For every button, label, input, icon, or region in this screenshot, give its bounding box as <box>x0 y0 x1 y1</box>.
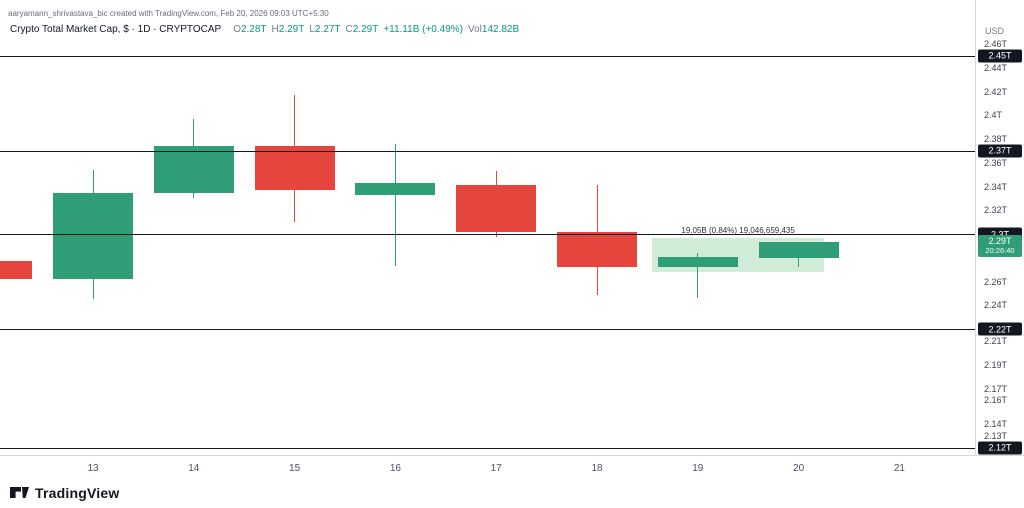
price-tick-label: 2.34T <box>984 181 1008 192</box>
price-tick-label: 2.46T <box>984 39 1008 50</box>
high-label: H <box>271 24 279 35</box>
candle-13[interactable] <box>53 192 133 280</box>
price-tick-label: 2.36T <box>984 157 1008 168</box>
price-tick-label: 2.42T <box>984 86 1008 97</box>
price-tick-label: 2.24T <box>984 300 1008 311</box>
tradingview-logo-text: TradingView <box>35 484 120 501</box>
horizontal-price-line[interactable] <box>0 150 975 152</box>
last-price-badge: 2.29T 20:26:40 <box>978 235 1022 257</box>
measurement-label: 19.05B (0.84%) 19,046,659,435 <box>681 225 795 235</box>
price-tick-label: 2.13T <box>984 431 1008 442</box>
candle-17[interactable] <box>456 185 537 232</box>
price-tick-label: 2.26T <box>984 276 1008 287</box>
price-line-badge: 2.37T <box>978 144 1022 158</box>
bar-close-countdown: 20:26:40 <box>985 246 1015 255</box>
watermark: aaryamann_shrivastava_bic created with T… <box>8 9 329 18</box>
price-tick-label: 2.38T <box>984 134 1008 145</box>
price-tick-label: 2.17T <box>984 383 1008 394</box>
close-label: C <box>345 24 353 35</box>
open-value: 2.28T <box>240 24 267 35</box>
candle-wick-19 <box>697 253 699 299</box>
time-label-15: 15 <box>289 463 301 474</box>
open-label: O <box>233 24 241 35</box>
price-tick-label: 2.19T <box>984 359 1008 370</box>
price-line-badge: 2.12T <box>978 441 1022 455</box>
horizontal-price-line[interactable] <box>0 234 975 236</box>
time-label-20: 20 <box>793 463 805 474</box>
candle-12[interactable] <box>0 261 33 280</box>
axis-currency-label: USD <box>985 26 1005 36</box>
price-line-badge: 2.22T <box>978 322 1022 336</box>
low-label: L <box>309 24 315 35</box>
price-tick-label: 2.44T <box>984 62 1008 73</box>
horizontal-price-line[interactable] <box>0 447 975 449</box>
candle-18[interactable] <box>557 231 637 268</box>
low-value: 2.27T <box>314 24 341 35</box>
price-axis[interactable]: USD 2.46T 2.44T 2.42T 2.4T 2.38T 2.36T 2.34T 2.… <box>975 0 1024 455</box>
time-label-21: 21 <box>893 463 905 474</box>
time-label-17: 17 <box>490 463 502 474</box>
tradingview-logo[interactable]: TradingView <box>10 484 119 501</box>
chart-plot-area[interactable]: 19.05B (0.84%) 19,046,659,435 <box>0 0 975 455</box>
last-price-value: 2.29T <box>988 236 1012 246</box>
candle-wick-16 <box>394 143 396 267</box>
close-value: 2.29T <box>352 24 379 35</box>
price-line-badge: 2.45T <box>978 49 1022 63</box>
candle-14[interactable] <box>153 146 234 193</box>
time-label-18: 18 <box>591 463 603 474</box>
tradingview-logo-icon <box>10 487 29 498</box>
price-tick-label: 2.21T <box>984 336 1008 347</box>
candle-20[interactable] <box>758 242 839 258</box>
time-label-14: 14 <box>188 463 200 474</box>
time-axis[interactable]: 13 14 15 16 17 18 19 20 21 <box>0 455 1024 508</box>
symbol-title[interactable]: Crypto Total Market Cap, $ · 1D · CRYPTO… <box>10 24 222 35</box>
time-label-13: 13 <box>87 463 99 474</box>
price-tick-label: 2.4T <box>984 110 1003 121</box>
chart-legend[interactable]: Crypto Total Market Cap, $ · 1D · CRYPTO… <box>10 24 519 35</box>
price-tick-label: 2.32T <box>984 205 1008 216</box>
change-value: +11.11B (+0.49%) <box>383 24 463 35</box>
candle-15[interactable] <box>254 146 335 191</box>
volume-value: 142.82B <box>481 24 520 35</box>
volume-label: Vol <box>468 24 482 35</box>
candle-19[interactable] <box>657 256 738 268</box>
price-tick-label: 2.16T <box>984 395 1008 406</box>
horizontal-price-line[interactable] <box>0 329 975 331</box>
horizontal-price-line[interactable] <box>0 55 975 57</box>
price-tick-label: 2.14T <box>984 419 1008 430</box>
candle-16[interactable] <box>355 183 436 195</box>
time-label-19: 19 <box>692 463 704 474</box>
time-label-16: 16 <box>389 463 401 474</box>
high-value: 2.29T <box>278 24 305 35</box>
